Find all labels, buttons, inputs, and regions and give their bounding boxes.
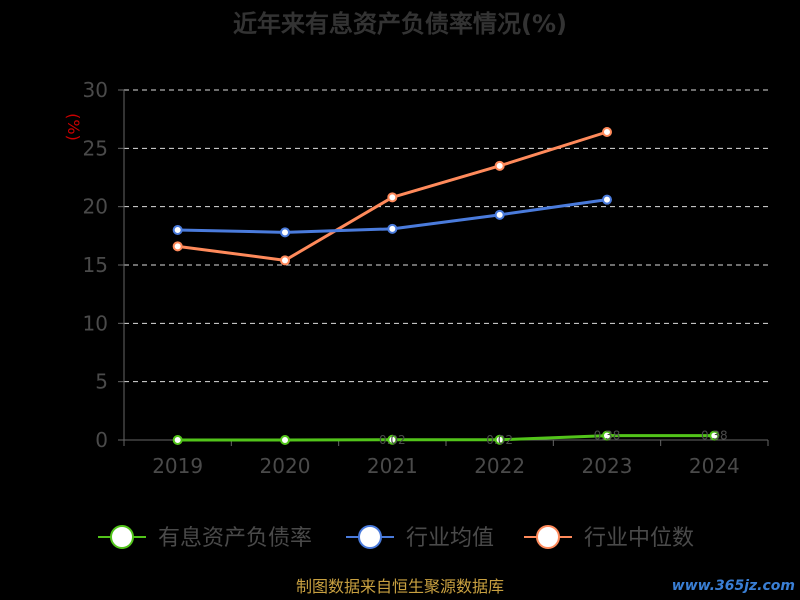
series-1-point-2019	[172, 225, 183, 235]
legend-label-0: 有息资产负债率	[158, 526, 312, 551]
axes: 0 5 10 15 20 25 30 2019 2020 2021 2022 2023 2024	[83, 78, 769, 478]
series-2-point-2019	[172, 241, 183, 252]
series-0-point-2023	[602, 430, 612, 441]
legend-marker-2	[536, 525, 560, 549]
series-0-point-2022	[494, 434, 505, 445]
series-2-point-2020	[280, 255, 290, 266]
series-0-label-2022: 0.02	[486, 433, 513, 447]
series-1-point-2022	[494, 209, 505, 220]
watermark: www.365jz.com	[672, 578, 795, 594]
series-line-0	[177, 434, 715, 442]
legend-label-1: 行业均值	[406, 526, 494, 551]
source-note: 制图数据来自恒生聚源数据库	[296, 577, 504, 596]
y-tick-label-10: 10	[83, 311, 108, 335]
legend-marker-1	[358, 525, 382, 549]
x-tick-label-2024: 2024	[689, 454, 740, 478]
series: 0.02 0.02 0.38 0.38	[172, 127, 728, 447]
legend-label-2: 行业中位数	[584, 526, 694, 551]
y-tick-label-5: 5	[95, 370, 108, 394]
grid	[124, 89, 768, 383]
y-tick-label-20: 20	[83, 195, 108, 219]
y-axis-label: (%)	[64, 113, 83, 141]
series-0-label-2024: 0.38	[701, 429, 728, 443]
series-2-point-2021	[387, 192, 398, 203]
series-0-point-2021	[387, 434, 398, 445]
series-0-point-2019	[172, 435, 183, 445]
series-0-point-2024	[709, 430, 720, 441]
x-tick-label-2023: 2023	[582, 454, 633, 478]
series-1-point-2021	[387, 223, 398, 234]
chart-title: 近年来有息资产负债率情况(%)	[233, 10, 567, 38]
y-tick-label-15: 15	[83, 253, 108, 277]
x-tick-label-2019: 2019	[152, 454, 203, 478]
series-2-point-2022	[494, 160, 505, 171]
x-tick-label-2022: 2022	[474, 454, 525, 478]
y-tick-label-0: 0	[95, 428, 108, 452]
legend: 有息资产负债率 行业均值 行业中位数	[98, 525, 694, 551]
series-0-label-2023: 0.38	[594, 429, 621, 443]
y-tick-label-30: 30	[83, 78, 108, 102]
series-2-point-2023	[602, 127, 612, 137]
series-0-point-2020	[280, 435, 290, 445]
x-tick-label-2021: 2021	[367, 454, 418, 478]
series-1-point-2020	[280, 227, 290, 238]
x-tick-label-2020: 2020	[260, 454, 311, 478]
series-0-label-2021: 0.02	[379, 433, 406, 447]
legend-marker-0	[110, 525, 134, 549]
series-1-point-2023	[602, 194, 612, 205]
y-tick-label-25: 25	[83, 136, 108, 160]
